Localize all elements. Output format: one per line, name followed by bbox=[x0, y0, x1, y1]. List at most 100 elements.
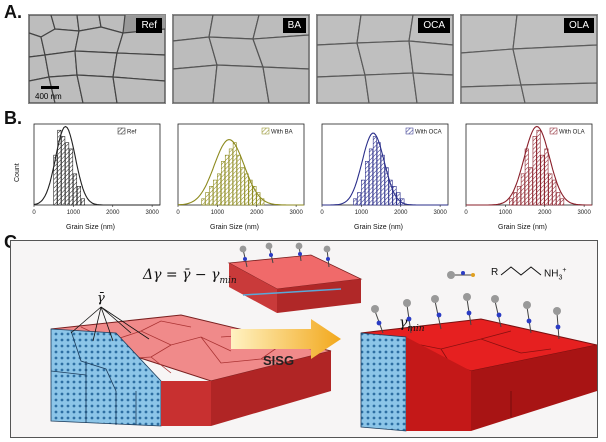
equation: Δγ = γ̄ − γmin bbox=[143, 267, 237, 286]
histogram-bar bbox=[53, 154, 58, 206]
legend-swatch bbox=[405, 127, 414, 135]
sem-label-ba: BA bbox=[282, 18, 306, 33]
sem-label-oca: OCA bbox=[418, 18, 450, 33]
histogram-bar bbox=[512, 192, 517, 206]
x-axis-label-0: Grain Size (nm) bbox=[66, 224, 116, 231]
histogram-bar bbox=[236, 154, 241, 206]
right-film-ligands bbox=[371, 293, 561, 340]
gmin-sub: min bbox=[407, 323, 425, 334]
histogram-bar bbox=[224, 154, 229, 206]
histogram-bar bbox=[520, 173, 525, 206]
histogram-bar bbox=[376, 142, 381, 206]
sem-image-ola: OLA bbox=[460, 14, 598, 104]
gaussian-fit-line bbox=[322, 132, 448, 206]
histogram-bar bbox=[353, 198, 358, 206]
x-tick-label: 1000 bbox=[499, 210, 513, 216]
panel-letter-b: B. bbox=[4, 108, 22, 128]
histogram-bar bbox=[380, 154, 385, 206]
x-tick-label: 3000 bbox=[433, 210, 447, 216]
gaussian-fit-line bbox=[33, 125, 160, 206]
histogram-bar bbox=[209, 186, 214, 206]
histogram-bar bbox=[205, 192, 210, 206]
histogram-bar bbox=[65, 142, 70, 206]
sem-label-ref: Ref bbox=[136, 18, 162, 33]
x-tick-label: 1000 bbox=[67, 210, 81, 216]
histogram-svg-3: 0 1000 2000 3000 With OLA bbox=[464, 123, 593, 216]
sisg-label: SISG bbox=[263, 353, 295, 368]
inset-ligands bbox=[239, 242, 331, 268]
right-film-red-side bbox=[471, 345, 597, 431]
inset-slab-front bbox=[229, 263, 277, 313]
histogram-bar bbox=[392, 186, 397, 206]
histogram-bar bbox=[396, 192, 401, 206]
histogram-ba: 0 1000 2000 3000 With BA bbox=[172, 116, 308, 219]
schematic-panel: Δγ = γ̄ − γmin γ̄ γmin SISG R NH3+ bbox=[10, 240, 598, 438]
histogram-bar bbox=[244, 173, 249, 206]
histogram-bar bbox=[248, 179, 253, 206]
sem-image-oca: OCA bbox=[316, 14, 454, 104]
histogram-svg-2: 0 1000 2000 3000 With OCA bbox=[320, 123, 449, 216]
x-tick-label: 1000 bbox=[355, 210, 369, 216]
gmin-gamma: γ bbox=[399, 315, 408, 331]
left-film-red-front bbox=[161, 381, 211, 426]
histogram-bar bbox=[560, 198, 565, 206]
x-tick-label: 1000 bbox=[211, 210, 225, 216]
sem-image-ref: Ref 400 nm bbox=[28, 14, 166, 104]
histogram-bar bbox=[516, 186, 521, 206]
histogram-ref: 0 1000 2000 3000 Ref bbox=[28, 116, 164, 219]
histogram-bar bbox=[256, 192, 261, 206]
x-axis-label-1: Grain Size (nm) bbox=[210, 224, 260, 231]
legend-label: With OLA bbox=[559, 130, 585, 136]
molecule-nh3-label: NH3+ bbox=[544, 267, 566, 281]
molecule-chain bbox=[500, 266, 542, 276]
x-tick-label: 3000 bbox=[145, 210, 159, 216]
x-tick-label: 3000 bbox=[577, 210, 591, 216]
histogram-bar bbox=[528, 167, 533, 206]
scale-bar bbox=[41, 86, 59, 89]
histogram-bar bbox=[252, 186, 257, 206]
gbar-pointer-lines bbox=[70, 306, 150, 342]
histogram-bar bbox=[57, 129, 62, 206]
histogram-bar bbox=[240, 167, 245, 206]
x-tick-label: 3000 bbox=[289, 210, 303, 216]
histogram-bar bbox=[548, 173, 553, 206]
histogram-bar bbox=[61, 136, 66, 206]
equation-gbar: γ̄ bbox=[182, 267, 191, 283]
histogram-bar bbox=[509, 198, 513, 206]
histogram-bar bbox=[213, 179, 218, 206]
x-tick-label: 2000 bbox=[106, 210, 120, 216]
gmin-label: γmin bbox=[399, 315, 425, 334]
histogram-bar bbox=[368, 148, 373, 206]
sisg-arrow bbox=[231, 319, 341, 359]
inset-slab-side bbox=[277, 279, 361, 313]
histogram-bar bbox=[77, 186, 81, 206]
equation-left: Δγ = bbox=[143, 267, 183, 283]
histogram-bar bbox=[232, 142, 237, 206]
left-film-red-side bbox=[211, 351, 331, 426]
plot-frame bbox=[33, 123, 161, 206]
equation-mid: − γ bbox=[190, 267, 220, 283]
histogram-bar bbox=[556, 192, 561, 206]
histogram-bar bbox=[365, 161, 369, 206]
x-axis-label-3: Grain Size (nm) bbox=[498, 224, 548, 231]
histogram-bar bbox=[384, 167, 389, 206]
histogram-bar bbox=[552, 179, 557, 206]
panel-letter-a: A. bbox=[4, 2, 22, 22]
left-film-crystal-boundaries bbox=[50, 330, 137, 425]
y-axis-label: Count bbox=[14, 163, 21, 182]
histogram-svg-0: 0 1000 2000 3000 Ref bbox=[32, 123, 161, 216]
histogram-bar bbox=[540, 154, 545, 206]
histogram-bar bbox=[69, 148, 74, 206]
legend-swatch bbox=[117, 127, 126, 135]
sem-label-ola: OLA bbox=[563, 18, 594, 33]
histogram-bar bbox=[544, 148, 549, 206]
inset-arrow bbox=[242, 288, 342, 296]
histogram-bar bbox=[201, 198, 206, 206]
x-tick-label: 0 bbox=[176, 210, 180, 216]
histogram-bar bbox=[357, 192, 362, 206]
histogram-bar bbox=[536, 129, 541, 206]
legend-label: With OCA bbox=[415, 130, 442, 136]
nh3-sup: + bbox=[562, 267, 567, 274]
histogram-bar bbox=[80, 198, 85, 206]
scale-bar-label: 400 nm bbox=[35, 92, 62, 101]
